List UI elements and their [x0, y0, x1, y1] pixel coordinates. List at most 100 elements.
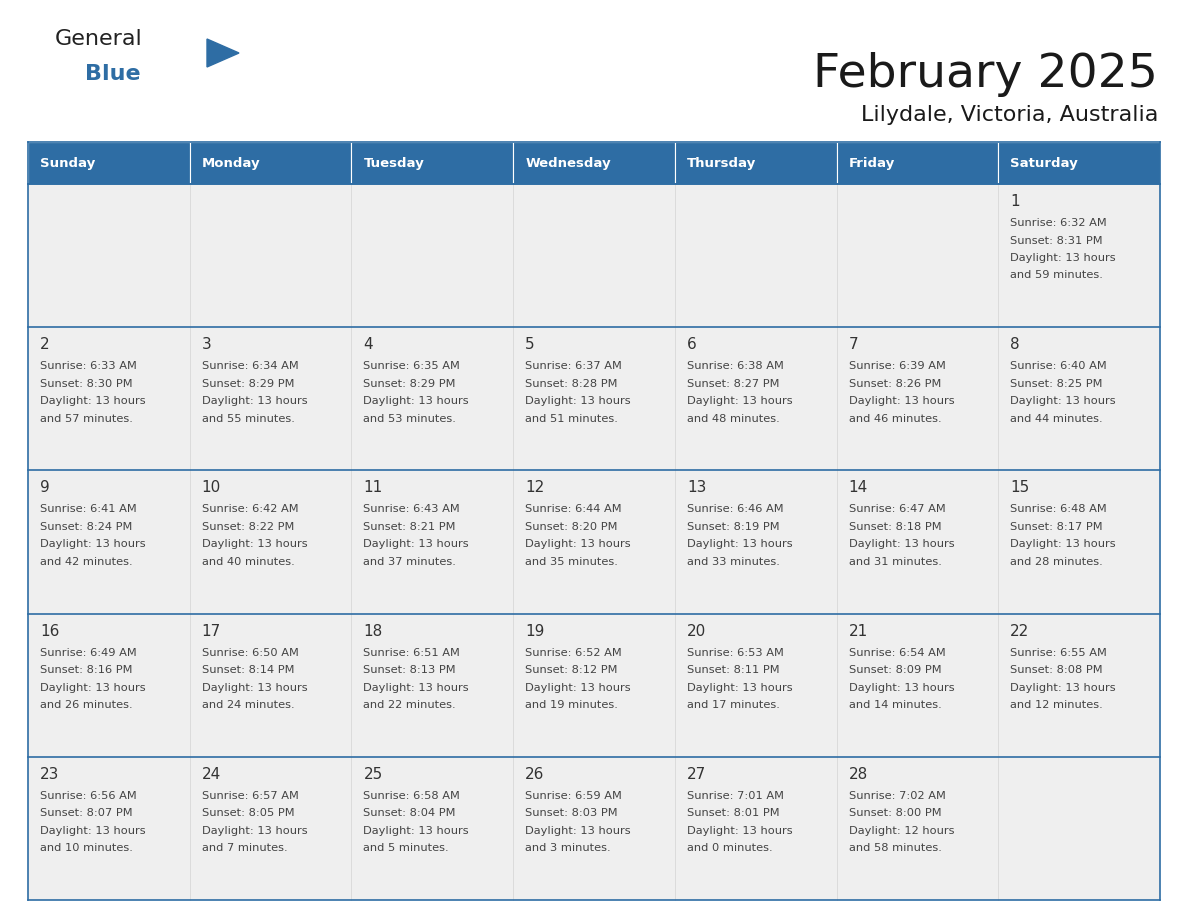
- Bar: [675, 327, 836, 470]
- Text: and 53 minutes.: and 53 minutes.: [364, 414, 456, 424]
- Text: Sunrise: 7:02 AM: Sunrise: 7:02 AM: [848, 790, 946, 800]
- Text: Sunrise: 6:47 AM: Sunrise: 6:47 AM: [848, 504, 946, 514]
- Text: Sunset: 8:01 PM: Sunset: 8:01 PM: [687, 809, 779, 818]
- Text: Sunrise: 6:40 AM: Sunrise: 6:40 AM: [1010, 361, 1107, 371]
- Text: and 24 minutes.: and 24 minutes.: [202, 700, 295, 711]
- Text: 15: 15: [1010, 480, 1030, 496]
- Bar: [836, 142, 998, 184]
- Text: Sunrise: 6:32 AM: Sunrise: 6:32 AM: [1010, 218, 1107, 228]
- Bar: [352, 613, 513, 756]
- Text: and 19 minutes.: and 19 minutes.: [525, 700, 618, 711]
- Bar: [352, 184, 513, 327]
- Text: Sunrise: 6:43 AM: Sunrise: 6:43 AM: [364, 504, 460, 514]
- Text: 17: 17: [202, 623, 221, 639]
- Text: 1: 1: [1010, 194, 1020, 209]
- Bar: [998, 613, 1159, 756]
- Text: Sunrise: 6:58 AM: Sunrise: 6:58 AM: [364, 790, 460, 800]
- Text: Sunset: 8:28 PM: Sunset: 8:28 PM: [525, 379, 618, 388]
- Text: Sunset: 8:09 PM: Sunset: 8:09 PM: [848, 666, 941, 675]
- Text: 14: 14: [848, 480, 867, 496]
- Text: 16: 16: [40, 623, 59, 639]
- Text: 24: 24: [202, 767, 221, 782]
- Text: and 17 minutes.: and 17 minutes.: [687, 700, 779, 711]
- Text: Sunset: 8:26 PM: Sunset: 8:26 PM: [848, 379, 941, 388]
- Text: Daylight: 13 hours: Daylight: 13 hours: [1010, 397, 1116, 406]
- Bar: [190, 184, 352, 327]
- Text: Sunrise: 6:56 AM: Sunrise: 6:56 AM: [40, 790, 137, 800]
- Text: and 22 minutes.: and 22 minutes.: [364, 700, 456, 711]
- Text: Sunrise: 6:39 AM: Sunrise: 6:39 AM: [848, 361, 946, 371]
- Text: 4: 4: [364, 337, 373, 353]
- Text: Sunrise: 6:50 AM: Sunrise: 6:50 AM: [202, 647, 298, 657]
- Text: Sunrise: 7:01 AM: Sunrise: 7:01 AM: [687, 790, 784, 800]
- Text: Wednesday: Wednesday: [525, 156, 611, 170]
- Bar: [513, 470, 675, 613]
- Bar: [352, 756, 513, 900]
- Text: Sunset: 8:21 PM: Sunset: 8:21 PM: [364, 522, 456, 532]
- Text: Daylight: 13 hours: Daylight: 13 hours: [687, 540, 792, 549]
- Text: Sunrise: 6:59 AM: Sunrise: 6:59 AM: [525, 790, 623, 800]
- Text: 11: 11: [364, 480, 383, 496]
- Text: and 51 minutes.: and 51 minutes.: [525, 414, 618, 424]
- Text: Daylight: 13 hours: Daylight: 13 hours: [202, 397, 308, 406]
- Text: 7: 7: [848, 337, 858, 353]
- Text: Sunrise: 6:33 AM: Sunrise: 6:33 AM: [40, 361, 137, 371]
- Text: and 31 minutes.: and 31 minutes.: [848, 557, 941, 567]
- Text: Sunset: 8:03 PM: Sunset: 8:03 PM: [525, 809, 618, 818]
- Text: Daylight: 13 hours: Daylight: 13 hours: [1010, 683, 1116, 692]
- Text: Sunset: 8:04 PM: Sunset: 8:04 PM: [364, 809, 456, 818]
- Bar: [836, 470, 998, 613]
- Text: and 57 minutes.: and 57 minutes.: [40, 414, 133, 424]
- Bar: [675, 756, 836, 900]
- Text: Sunrise: 6:54 AM: Sunrise: 6:54 AM: [848, 647, 946, 657]
- Text: and 26 minutes.: and 26 minutes.: [40, 700, 133, 711]
- Text: Sunset: 8:18 PM: Sunset: 8:18 PM: [848, 522, 941, 532]
- Text: Sunrise: 6:51 AM: Sunrise: 6:51 AM: [364, 647, 460, 657]
- Text: Sunday: Sunday: [40, 156, 95, 170]
- Text: 9: 9: [40, 480, 50, 496]
- Bar: [352, 142, 513, 184]
- Text: Sunrise: 6:52 AM: Sunrise: 6:52 AM: [525, 647, 621, 657]
- Text: and 40 minutes.: and 40 minutes.: [202, 557, 295, 567]
- Bar: [675, 184, 836, 327]
- Text: Sunset: 8:31 PM: Sunset: 8:31 PM: [1010, 236, 1102, 245]
- Bar: [513, 142, 675, 184]
- Text: Daylight: 13 hours: Daylight: 13 hours: [1010, 540, 1116, 549]
- Text: 8: 8: [1010, 337, 1020, 353]
- Text: Sunset: 8:11 PM: Sunset: 8:11 PM: [687, 666, 779, 675]
- Text: 18: 18: [364, 623, 383, 639]
- Bar: [998, 327, 1159, 470]
- Text: 3: 3: [202, 337, 211, 353]
- Text: Daylight: 13 hours: Daylight: 13 hours: [848, 683, 954, 692]
- Text: and 33 minutes.: and 33 minutes.: [687, 557, 779, 567]
- Polygon shape: [207, 39, 239, 67]
- Text: Daylight: 13 hours: Daylight: 13 hours: [687, 397, 792, 406]
- Bar: [352, 327, 513, 470]
- Text: 23: 23: [40, 767, 59, 782]
- Text: Sunset: 8:24 PM: Sunset: 8:24 PM: [40, 522, 132, 532]
- Text: Friday: Friday: [848, 156, 895, 170]
- Text: and 35 minutes.: and 35 minutes.: [525, 557, 618, 567]
- Bar: [998, 142, 1159, 184]
- Bar: [836, 327, 998, 470]
- Text: Daylight: 13 hours: Daylight: 13 hours: [525, 683, 631, 692]
- Text: and 46 minutes.: and 46 minutes.: [848, 414, 941, 424]
- Bar: [352, 470, 513, 613]
- Text: Daylight: 13 hours: Daylight: 13 hours: [364, 826, 469, 835]
- Text: 20: 20: [687, 623, 706, 639]
- Text: 19: 19: [525, 623, 544, 639]
- Text: 5: 5: [525, 337, 535, 353]
- Text: Daylight: 13 hours: Daylight: 13 hours: [848, 397, 954, 406]
- Text: and 12 minutes.: and 12 minutes.: [1010, 700, 1102, 711]
- Text: Sunrise: 6:49 AM: Sunrise: 6:49 AM: [40, 647, 137, 657]
- Text: and 48 minutes.: and 48 minutes.: [687, 414, 779, 424]
- Text: Sunset: 8:14 PM: Sunset: 8:14 PM: [202, 666, 295, 675]
- Text: Sunrise: 6:53 AM: Sunrise: 6:53 AM: [687, 647, 784, 657]
- Text: Daylight: 13 hours: Daylight: 13 hours: [1010, 253, 1116, 263]
- Text: 21: 21: [848, 623, 867, 639]
- Text: February 2025: February 2025: [813, 52, 1158, 97]
- Text: and 14 minutes.: and 14 minutes.: [848, 700, 941, 711]
- Text: 10: 10: [202, 480, 221, 496]
- Text: Daylight: 13 hours: Daylight: 13 hours: [848, 540, 954, 549]
- Text: Daylight: 12 hours: Daylight: 12 hours: [848, 826, 954, 835]
